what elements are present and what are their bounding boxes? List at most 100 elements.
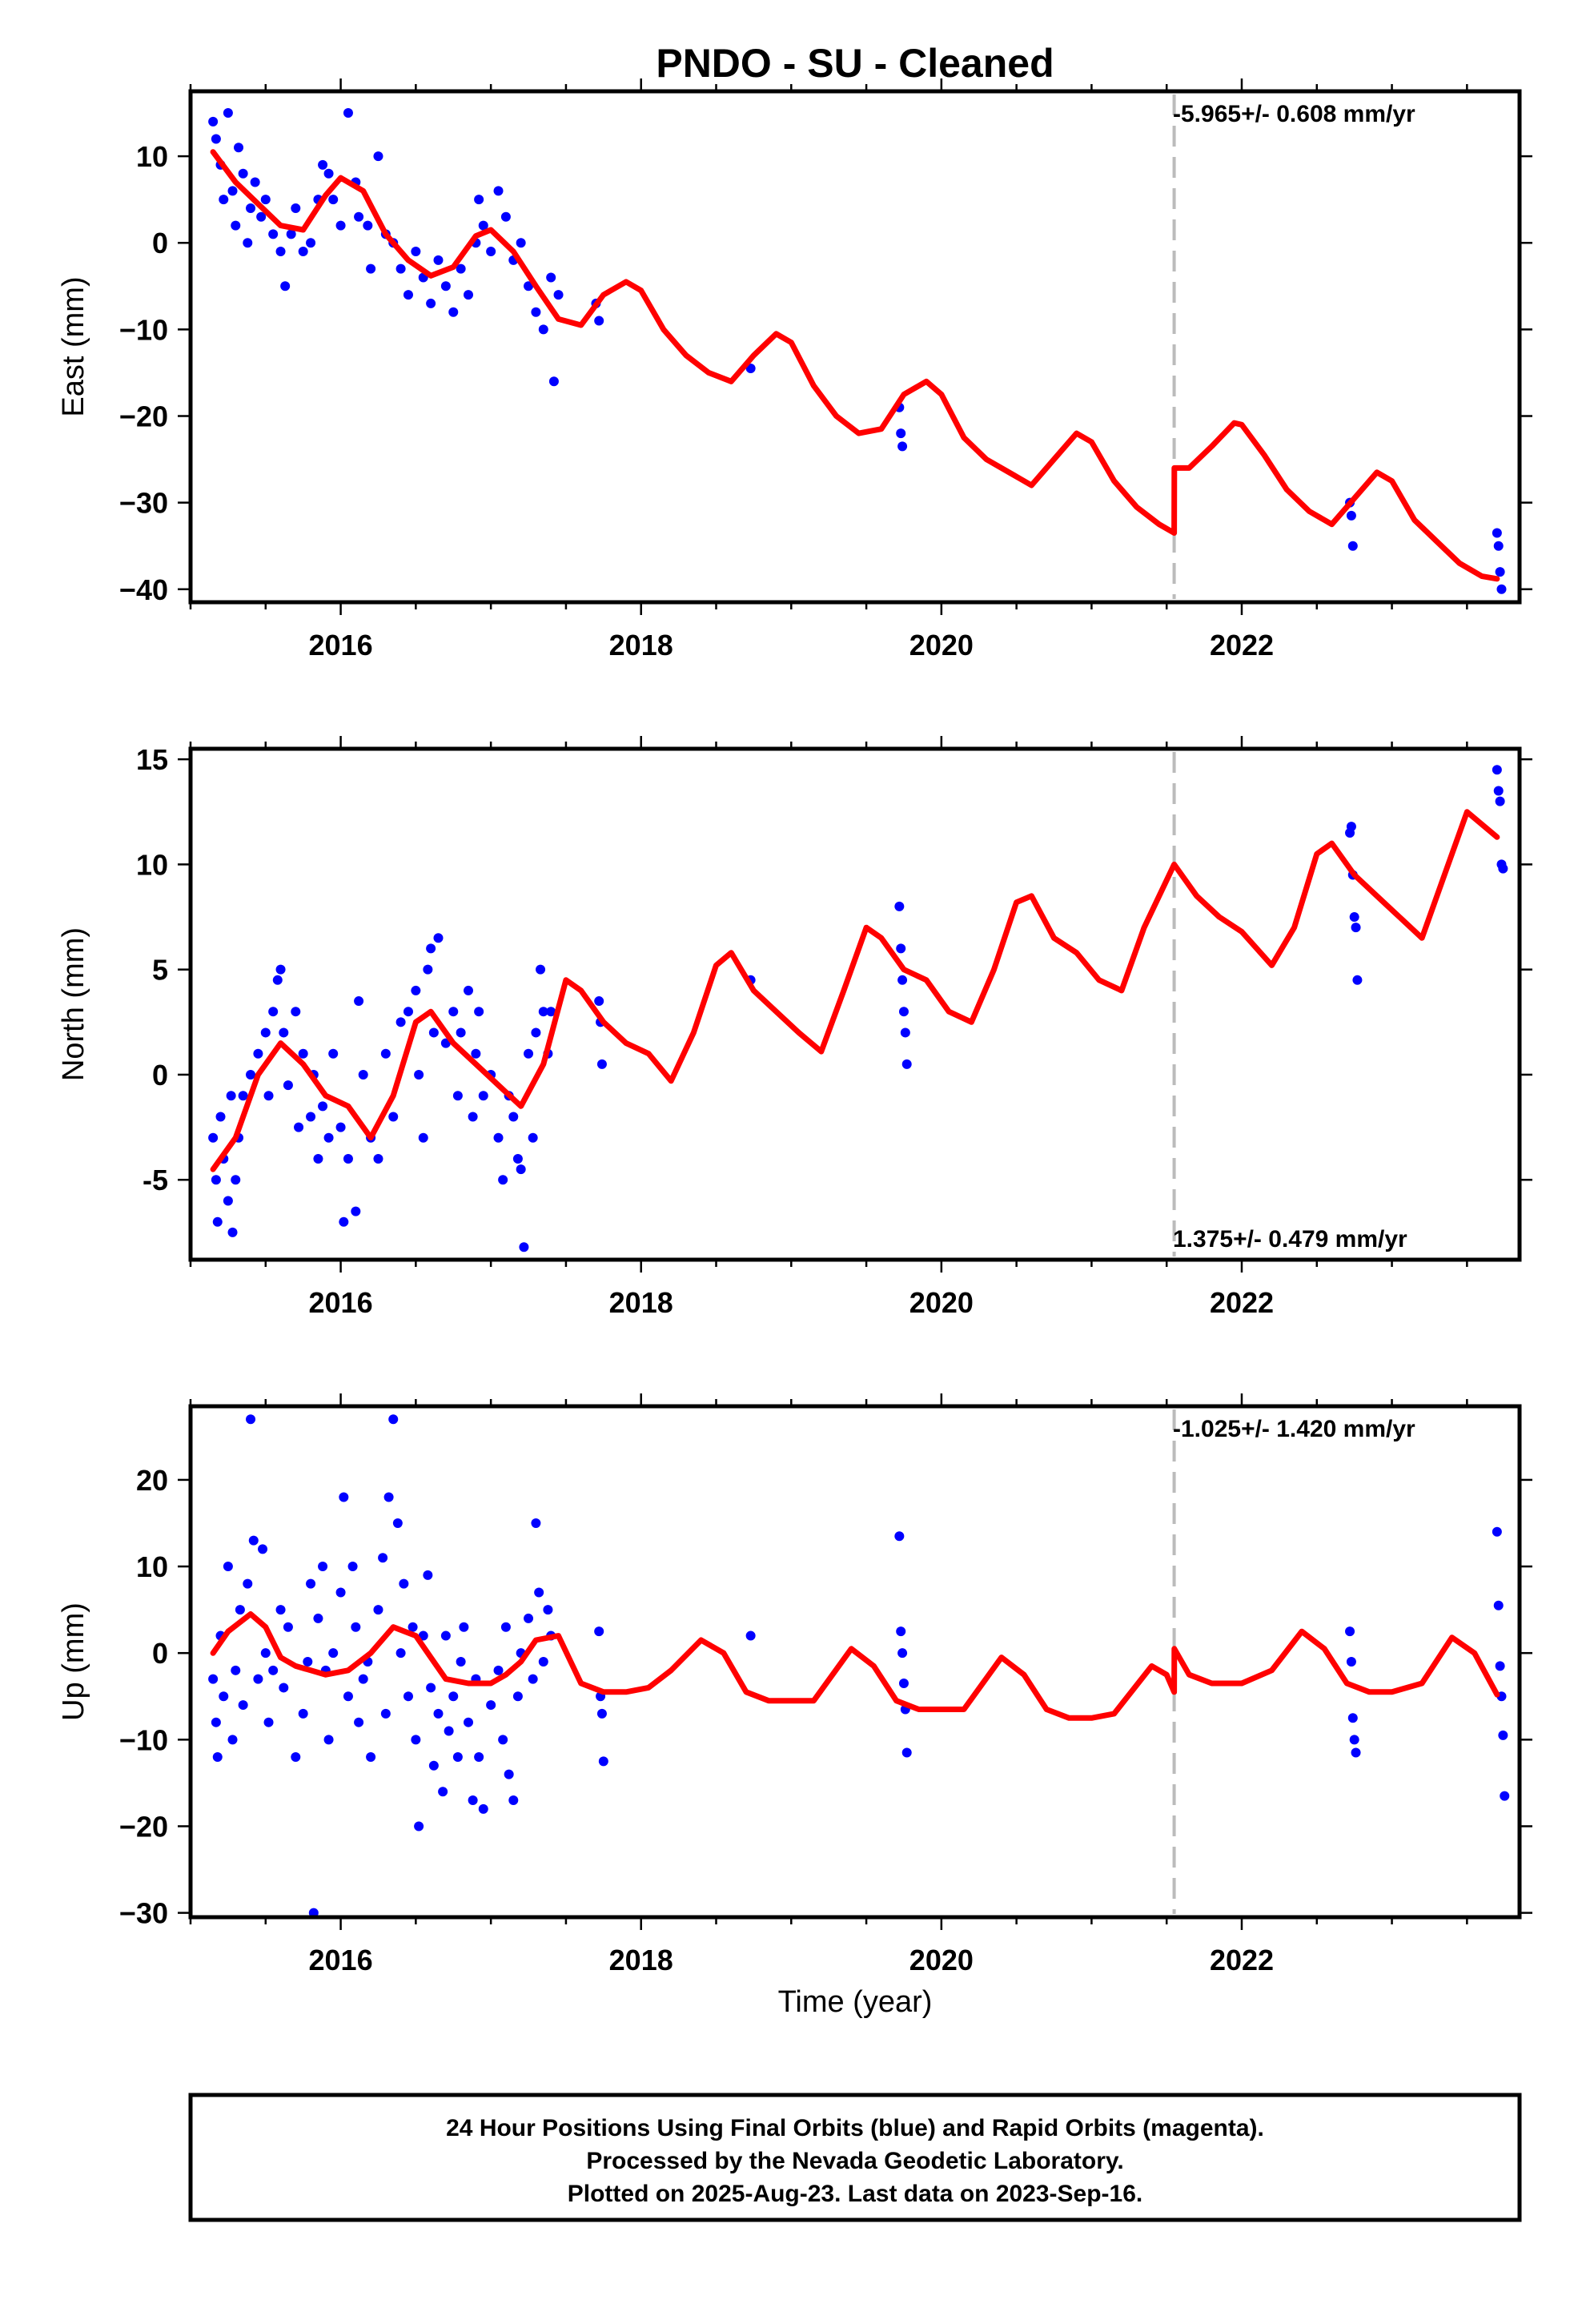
- data-point: [219, 195, 229, 205]
- y-tick-label: −40: [119, 573, 168, 606]
- x-tick-label: 2022: [1210, 1286, 1274, 1319]
- data-point: [248, 1535, 259, 1546]
- data-point: [512, 1153, 523, 1164]
- data-point: [418, 1630, 428, 1641]
- data-point: [1346, 822, 1356, 832]
- data-point: [358, 1069, 368, 1080]
- data-point: [1495, 796, 1505, 806]
- x-tick-label: 2018: [609, 1944, 673, 1976]
- plot-frame: [188, 1404, 1522, 1920]
- y-tick-label: −10: [119, 313, 168, 346]
- data-point: [1492, 528, 1502, 538]
- y-tick-label: 0: [152, 227, 168, 259]
- data-point: [403, 1691, 413, 1702]
- data-point: [354, 211, 364, 222]
- data-point: [423, 1570, 433, 1580]
- data-point: [546, 1007, 556, 1017]
- data-point: [246, 203, 256, 213]
- data-point: [318, 159, 328, 170]
- data-point: [383, 1492, 394, 1502]
- data-point: [231, 1175, 241, 1185]
- x-tick-label: 2020: [909, 629, 974, 661]
- data-point: [318, 1562, 328, 1572]
- data-point: [474, 195, 484, 205]
- data-point: [433, 933, 444, 943]
- data-point: [498, 1735, 508, 1745]
- data-point: [323, 1132, 334, 1143]
- data-point: [294, 1122, 304, 1132]
- data-point: [474, 1751, 484, 1762]
- panel-up: 2016 2018 2020 2022 20 10 0 −10 −20 −30 -1.025+/- …: [57, 1393, 1532, 1976]
- data-point: [291, 1751, 301, 1762]
- data-point: [428, 1027, 439, 1038]
- velocity-label: -5.965+/- 0.608 mm/yr: [1173, 101, 1415, 127]
- data-point: [512, 1691, 523, 1702]
- data-point: [272, 975, 283, 985]
- y-axis-label: North (mm): [57, 927, 90, 1081]
- data-point: [896, 1626, 906, 1637]
- data-point: [493, 1132, 504, 1143]
- plot-frame: [188, 746, 1522, 1262]
- data-point: [516, 238, 526, 248]
- data-point: [598, 1756, 608, 1767]
- data-point: [519, 1242, 529, 1252]
- data-point: [306, 1112, 316, 1122]
- data-point: [313, 1613, 323, 1623]
- x-axis-label: Time (year): [778, 1985, 933, 2019]
- x-tick-label: 2016: [309, 1944, 373, 1976]
- data-point: [553, 290, 564, 300]
- data-point: [291, 1007, 301, 1017]
- data-point: [478, 220, 488, 231]
- data-point: [456, 263, 466, 274]
- data-point: [411, 247, 421, 257]
- data-point: [399, 1578, 409, 1589]
- data-point: [433, 255, 444, 265]
- data-point: [524, 1613, 534, 1623]
- x-tick-label: 2018: [609, 629, 673, 661]
- data-point: [212, 1751, 223, 1762]
- data-point: [298, 247, 308, 257]
- data-point: [448, 307, 459, 317]
- data-point: [335, 1587, 346, 1598]
- velocity-label: -1.025+/- 1.420 mm/yr: [1173, 1416, 1415, 1442]
- data-point: [414, 1821, 424, 1831]
- data-point: [1498, 863, 1508, 874]
- data-point: [528, 1674, 538, 1684]
- footer-line-3: Plotted on 2025-Aug-23. Last data on 202…: [568, 2181, 1143, 2207]
- data-point: [231, 1665, 241, 1675]
- data-point: [594, 316, 604, 326]
- data-point: [546, 272, 556, 283]
- data-point: [1352, 975, 1363, 985]
- data-point: [212, 1216, 223, 1227]
- data-point: [373, 1153, 383, 1164]
- data-point: [534, 1587, 544, 1598]
- data-point: [478, 1091, 488, 1101]
- data-point: [396, 263, 406, 274]
- data-point: [594, 1626, 604, 1637]
- data-point: [238, 1700, 248, 1711]
- data-point: [1351, 923, 1361, 933]
- data-point: [1492, 765, 1502, 775]
- data-point: [208, 1132, 219, 1143]
- data-point: [1346, 510, 1356, 521]
- data-point: [531, 1027, 541, 1038]
- data-point: [1493, 1600, 1504, 1610]
- data-point: [531, 307, 541, 317]
- plot-frame: [188, 89, 1522, 605]
- data-point: [1493, 541, 1504, 551]
- data-point: [268, 1007, 279, 1017]
- data-point: [498, 1175, 508, 1185]
- data-point: [500, 211, 511, 222]
- data-point: [894, 1531, 905, 1542]
- data-point: [504, 1769, 514, 1779]
- data-point: [536, 964, 546, 975]
- data-point: [896, 428, 906, 439]
- data-point: [306, 238, 316, 248]
- data-point: [464, 1717, 474, 1727]
- data-point: [223, 1562, 233, 1572]
- data-point: [901, 1747, 912, 1758]
- y-tick-label: 10: [136, 140, 168, 173]
- data-point: [1500, 1791, 1510, 1801]
- data-point: [268, 1665, 279, 1675]
- data-point: [438, 1787, 448, 1797]
